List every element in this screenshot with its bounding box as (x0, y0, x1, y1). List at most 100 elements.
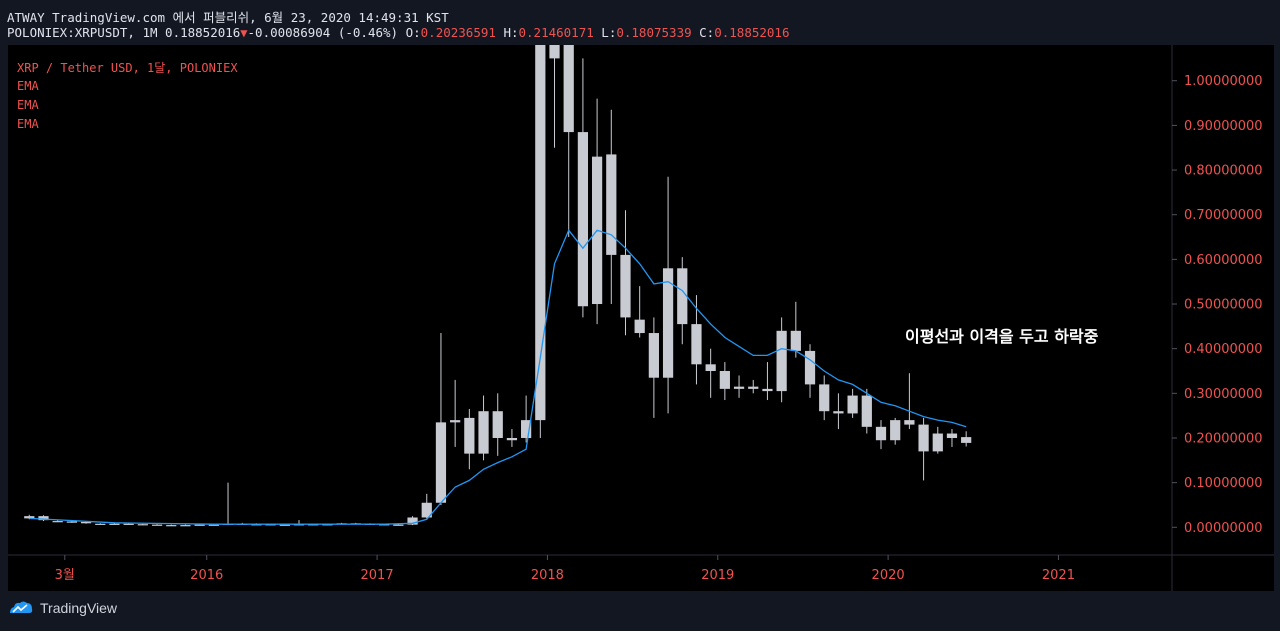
chart-annotation: 이평선과 이격을 두고 하락중 (905, 327, 1099, 346)
legend-ema-3: EMA (17, 117, 39, 131)
candle-body[interactable] (549, 45, 560, 59)
candle-body[interactable] (875, 426, 887, 441)
price-chart[interactable]: 1.00000000 0.90000000 0.80000000 0.70000000… (8, 45, 1274, 591)
candle-body[interactable] (151, 524, 163, 526)
candle-body[interactable] (521, 420, 532, 438)
plot-background (8, 45, 1274, 591)
candle-body[interactable] (180, 525, 191, 527)
candle-body[interactable] (464, 417, 475, 454)
candle-body[interactable] (719, 371, 730, 389)
candle-body[interactable] (563, 45, 574, 133)
y-tick-label: 0.70000000 (1184, 208, 1263, 223)
close-value: 0.18852016 (714, 25, 790, 40)
candle-body[interactable] (804, 350, 816, 385)
candle-body[interactable] (38, 516, 49, 521)
candle-body[interactable] (535, 45, 546, 421)
open-label: O: (405, 25, 421, 40)
x-tick-label: 2019 (701, 568, 734, 583)
candle-body[interactable] (918, 424, 929, 452)
candle-body[interactable] (606, 154, 617, 255)
candle-body[interactable] (662, 268, 674, 378)
candle-body[interactable] (450, 420, 461, 423)
x-tick-label: 2020 (872, 568, 905, 583)
ema-layer (29, 229, 967, 525)
candle-body[interactable] (677, 268, 688, 325)
y-tick-label: 1.00000000 (1184, 74, 1263, 89)
candle-body[interactable] (194, 524, 205, 526)
high-label: H: (503, 25, 519, 40)
footer-brand[interactable]: TradingView (8, 600, 117, 616)
candle-body[interactable] (790, 330, 801, 351)
price-axis: 1.00000000 0.90000000 0.80000000 0.70000000… (1172, 74, 1263, 536)
symbol-info: POLONIEX:XRPUSDT, 1M 0.18852016 (7, 25, 241, 40)
tradingview-logo-icon (10, 601, 33, 613)
candle-body[interactable] (492, 411, 503, 438)
candle-body[interactable] (946, 433, 958, 438)
low-label: L: (601, 25, 617, 40)
candle-body[interactable] (421, 502, 432, 518)
y-tick-label: 0.50000000 (1184, 298, 1263, 313)
candle-body[interactable] (733, 386, 745, 389)
x-tick-label: 2021 (1042, 568, 1075, 583)
legend-ema-2: EMA (17, 98, 39, 112)
candle-body[interactable] (123, 523, 134, 525)
y-tick-label: 0.30000000 (1184, 387, 1263, 402)
candle-body[interactable] (80, 521, 92, 524)
candle-body[interactable] (748, 386, 759, 389)
high-value: 0.21460171 (518, 25, 594, 40)
candle-body[interactable] (435, 422, 447, 503)
time-axis: 3월 2016 2017 2018 2019 2020 2021 (55, 555, 1075, 583)
ohlc-info: POLONIEX:XRPUSDT, 1M 0.18852016▼-0.00086… (7, 25, 789, 40)
publish-info: ATWAY TradingView.com 에서 퍼블리쉬, 6월 23, 20… (7, 10, 449, 25)
ema-line (29, 229, 967, 525)
legend-title: XRP / Tether USD, 1달, POLONIEX (17, 61, 238, 75)
low-value: 0.18075339 (616, 25, 692, 40)
y-tick-label: 0.40000000 (1184, 342, 1263, 357)
down-arrow-icon: ▼ (240, 26, 248, 40)
y-tick-label: 0.10000000 (1184, 476, 1263, 491)
candle-body[interactable] (279, 524, 290, 526)
candle-body[interactable] (478, 411, 489, 454)
candle-body[interactable] (847, 395, 858, 414)
candle-body[interactable] (634, 319, 645, 334)
candle-body[interactable] (620, 254, 631, 318)
candle-body[interactable] (137, 524, 148, 526)
y-tick-label: 0.20000000 (1184, 431, 1263, 446)
candle-body[interactable] (762, 388, 773, 392)
candle-body[interactable] (109, 523, 120, 525)
candle-body[interactable] (648, 333, 659, 378)
candle-body[interactable] (890, 420, 901, 441)
chart-legend: XRP / Tether USD, 1달, POLONIEX EMA EMA E… (17, 61, 238, 131)
candle-body[interactable] (819, 384, 830, 412)
footer-brand-label: TradingView (40, 600, 118, 616)
candle-body[interactable] (52, 521, 63, 523)
candle-body[interactable] (506, 437, 518, 441)
legend-ema-1: EMA (17, 79, 39, 93)
y-tick-label: 0.90000000 (1184, 119, 1263, 134)
candle-body[interactable] (393, 524, 404, 526)
candle-body[interactable] (691, 324, 702, 365)
candle-body[interactable] (407, 517, 418, 525)
candle-body[interactable] (705, 364, 716, 372)
candle-body[interactable] (95, 523, 106, 525)
candle-body[interactable] (833, 411, 844, 414)
x-tick-label: 3월 (55, 568, 75, 583)
candle-body[interactable] (932, 433, 943, 452)
x-tick-label: 2018 (531, 568, 564, 583)
candle-body[interactable] (904, 420, 915, 425)
candle-body[interactable] (66, 521, 77, 523)
candle-body[interactable] (24, 516, 35, 519)
candle-body[interactable] (776, 330, 787, 392)
open-value: 0.20236591 (420, 25, 496, 40)
candle-body[interactable] (577, 132, 589, 307)
y-tick-label: 0.60000000 (1184, 253, 1263, 268)
price-change: -0.00086904 (-0.46%) (247, 25, 399, 40)
x-tick-label: 2017 (361, 568, 394, 583)
close-label: C: (699, 25, 715, 40)
y-tick-label: 0.00000000 (1184, 521, 1263, 536)
candle-body[interactable] (208, 524, 219, 526)
x-tick-label: 2016 (190, 568, 223, 583)
candle-body[interactable] (861, 395, 872, 427)
candle-body[interactable] (961, 437, 972, 443)
candle-body[interactable] (166, 525, 177, 527)
